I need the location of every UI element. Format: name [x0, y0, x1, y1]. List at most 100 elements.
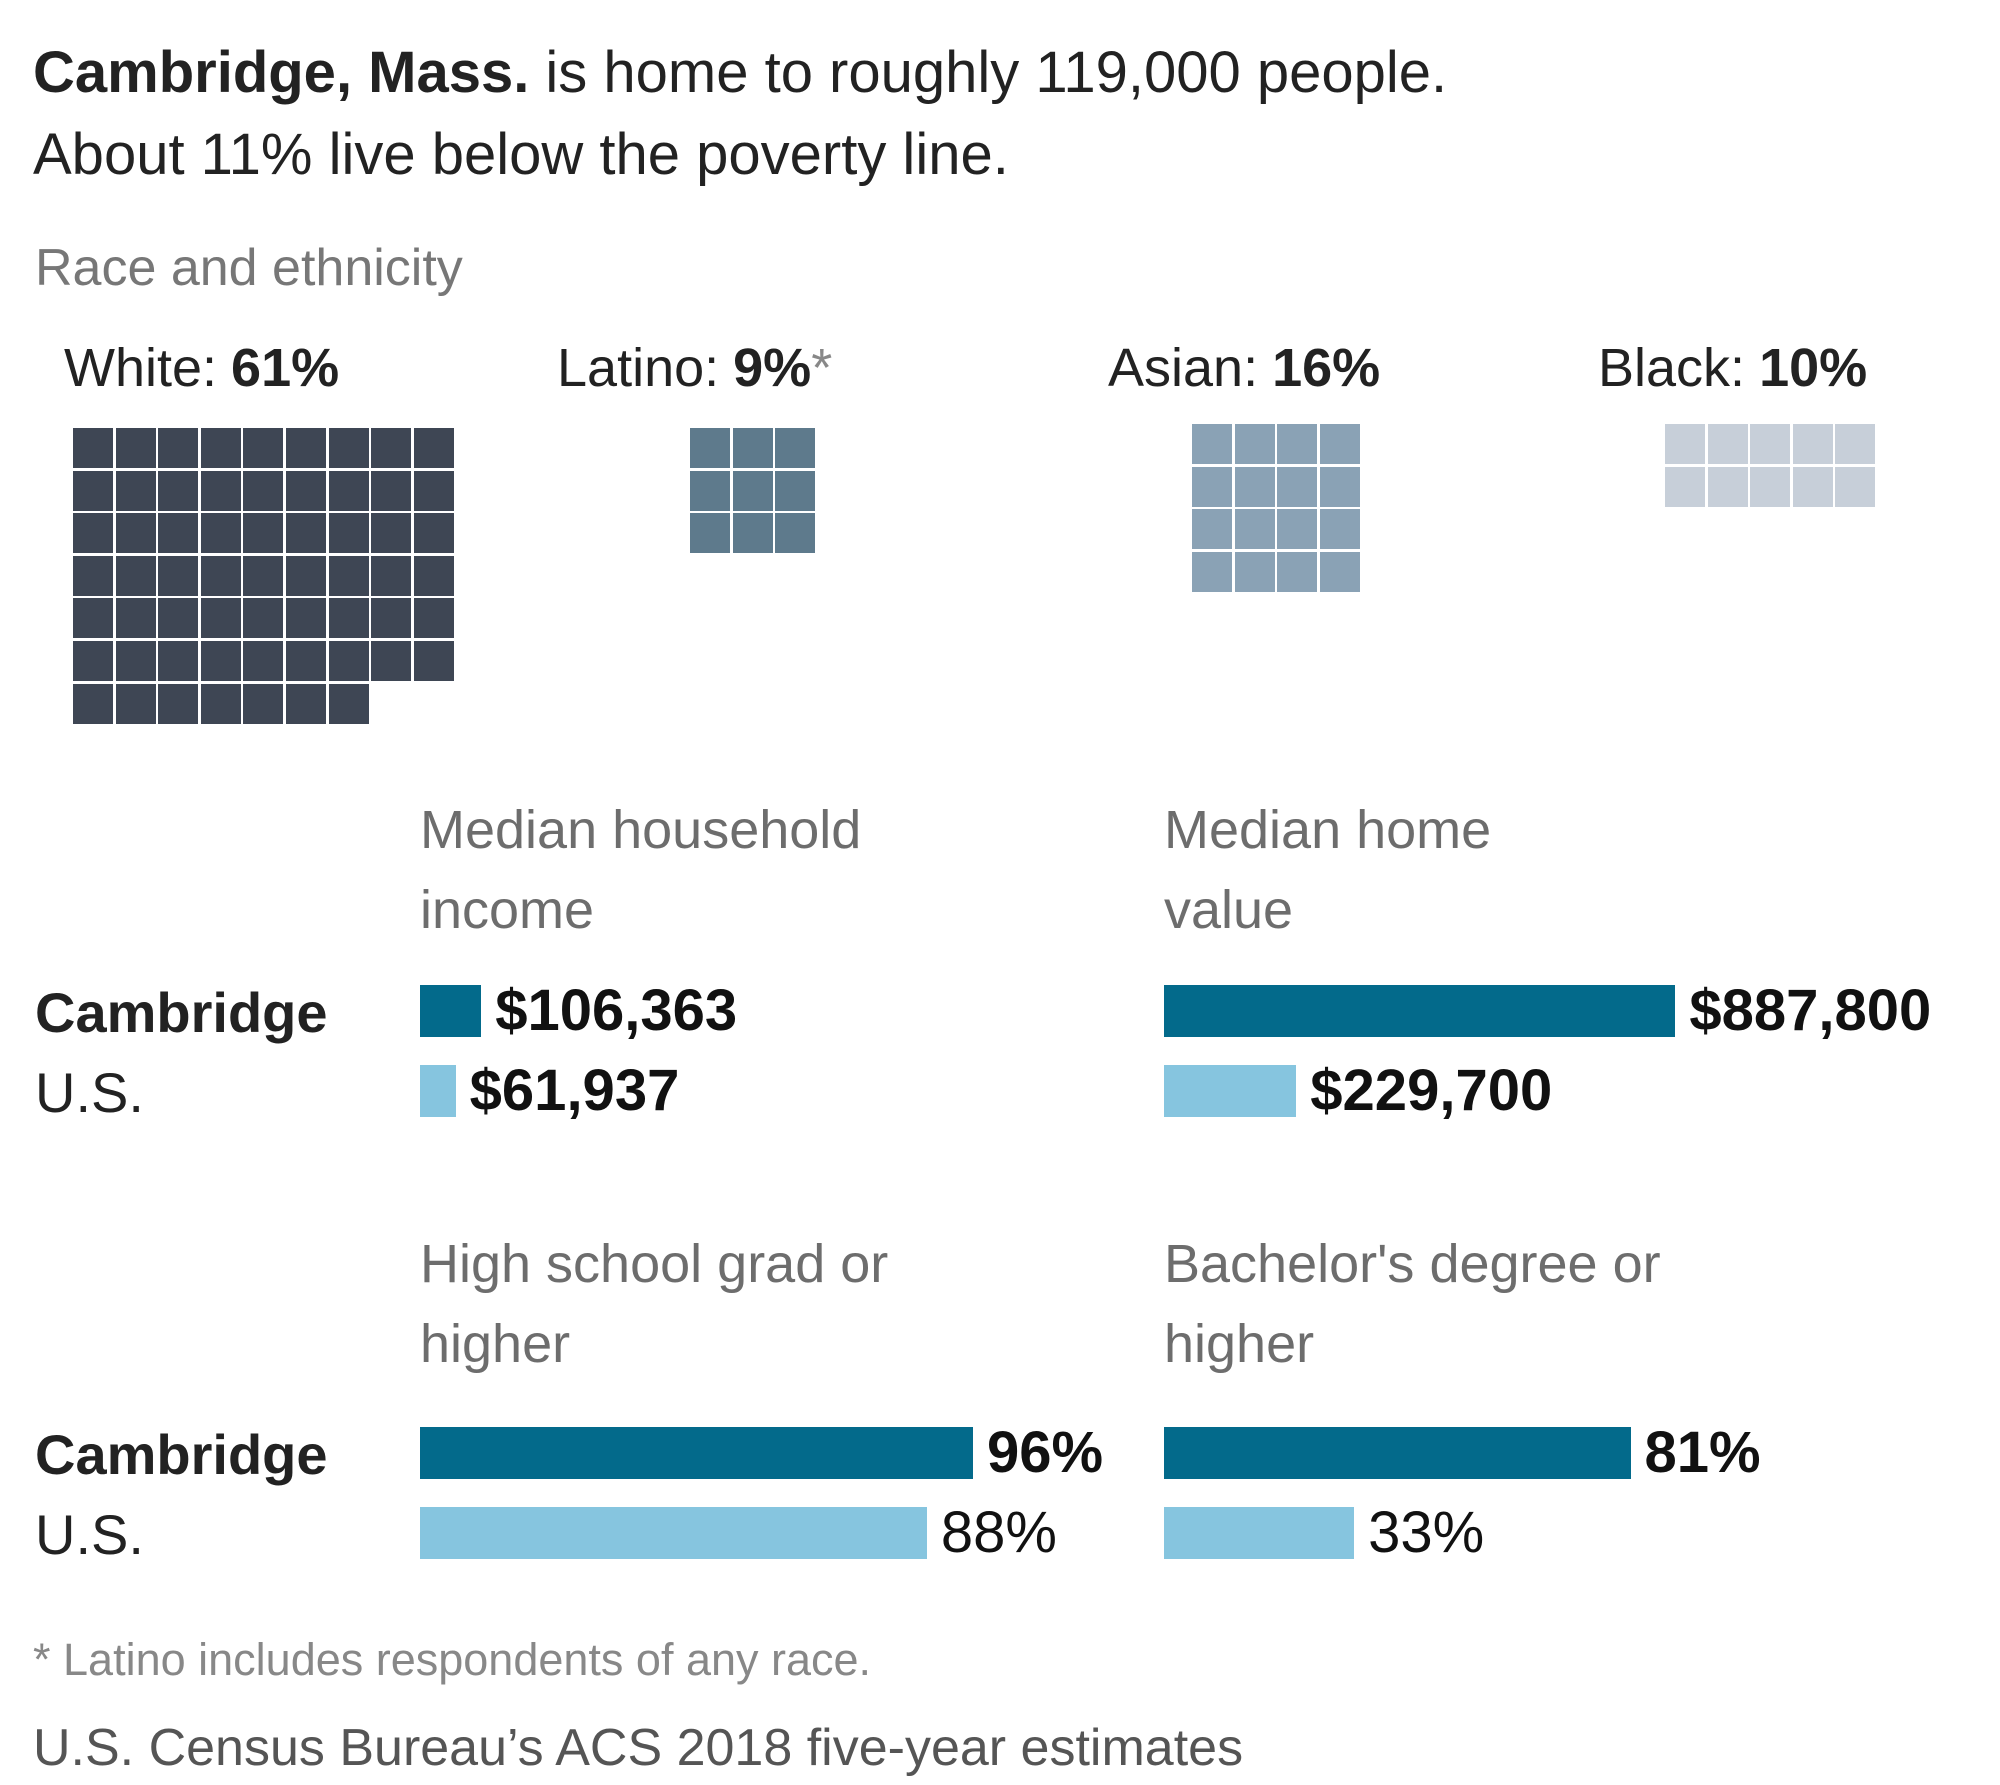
footnote-mark: *	[33, 1634, 51, 1685]
waffle-cell	[328, 470, 369, 511]
footnote-mark: *	[811, 338, 833, 398]
waffle-cell	[200, 683, 241, 724]
category: Black:	[1598, 338, 1746, 398]
waffle-cell	[115, 513, 156, 554]
waffle-cell	[690, 513, 730, 554]
value-label: 96%	[986, 1420, 1104, 1485]
category: Asian:	[1108, 338, 1259, 398]
bar	[420, 1507, 927, 1559]
value-label: 16%	[1272, 338, 1381, 398]
waffle-cell	[1319, 424, 1360, 464]
waffle-cell	[286, 683, 326, 724]
row-label: Cambridge	[35, 981, 328, 1044]
waffle-cell	[732, 513, 773, 554]
value-label: 10%	[1759, 338, 1868, 398]
bar	[1164, 1427, 1631, 1479]
waffle-cell	[115, 428, 156, 468]
waffle-cell	[413, 470, 454, 511]
waffle-cell	[73, 598, 113, 639]
waffle-label: Asian: 16%	[1108, 336, 1380, 400]
bar	[1164, 985, 1676, 1037]
waffle-cell	[1277, 509, 1318, 550]
bar-chart-title: High school grad or higher	[420, 1234, 889, 1374]
headline-line1: Cambridge, Mass. is home to roughly 119,0…	[33, 38, 1447, 108]
waffle-cell	[413, 641, 454, 681]
waffle-cell	[413, 598, 454, 639]
waffle-cell	[1750, 466, 1791, 507]
waffle-cell	[200, 641, 241, 681]
bar	[1164, 1507, 1355, 1559]
waffle-cell	[286, 555, 326, 596]
waffle-cell	[732, 470, 773, 511]
waffle-cell	[1234, 509, 1275, 550]
bar	[420, 985, 482, 1037]
value-label: $61,937	[469, 1058, 680, 1123]
bar-chart-title: Bachelor's degree or higher	[1164, 1234, 1661, 1374]
waffle-cell	[1792, 424, 1833, 464]
waffle-cell	[1319, 509, 1360, 550]
waffle-cell	[1665, 466, 1705, 507]
waffle-cell	[286, 513, 326, 554]
source: U.S. Census Bureau’s ACS 2018 five-year …	[33, 1719, 1244, 1777]
waffle-label: Black: 10%	[1598, 336, 1867, 400]
waffle-cell	[243, 555, 284, 596]
waffle-cell	[243, 470, 284, 511]
waffle-cell	[200, 513, 241, 554]
waffle-cell	[1319, 466, 1360, 507]
waffle-cell	[371, 470, 412, 511]
bar	[1164, 1065, 1297, 1117]
value-label: 9%	[733, 338, 812, 398]
waffle-cell	[371, 641, 412, 681]
waffle-cell	[158, 555, 199, 596]
waffle-cell	[115, 470, 156, 511]
waffle-cell	[115, 641, 156, 681]
waffle-cell	[1665, 424, 1705, 464]
waffle-cell	[413, 513, 454, 554]
waffle-cell	[1192, 509, 1232, 550]
footnote-text: Latino includes respondents of any race.	[63, 1634, 872, 1685]
headline-line2: About 11% live below the poverty line.	[33, 122, 1009, 187]
waffle-cell	[1277, 466, 1318, 507]
waffle-cell	[1750, 424, 1791, 464]
footnote: * Latino includes respondents of any rac…	[33, 1634, 871, 1686]
waffle-cell	[1234, 551, 1275, 592]
waffle-cell	[1192, 466, 1232, 507]
waffle-cell	[1707, 466, 1748, 507]
headline-bold: Cambridge, Mass.	[33, 40, 530, 105]
waffle-cell	[243, 641, 284, 681]
bar	[420, 1427, 973, 1479]
waffle-cell	[243, 683, 284, 724]
waffle-cell	[1835, 466, 1876, 507]
waffle-cell	[200, 470, 241, 511]
waffle-cell	[158, 598, 199, 639]
waffle-cell	[328, 683, 369, 724]
row-label: Cambridge	[35, 1423, 328, 1486]
waffle-cell	[1277, 424, 1318, 464]
waffle-cell	[690, 470, 730, 511]
waffle-cell	[328, 598, 369, 639]
waffle-cell	[158, 683, 199, 724]
value-label: $229,700	[1310, 1058, 1553, 1123]
waffle-cell	[243, 513, 284, 554]
waffle-cell	[200, 428, 241, 468]
bar-chart-title: Median household income	[420, 800, 862, 940]
category: White:	[64, 338, 218, 398]
waffle-cell	[371, 555, 412, 596]
waffle-cell	[690, 428, 730, 468]
waffle-cell	[158, 428, 199, 468]
waffle-cell	[1277, 551, 1318, 592]
waffle-cell	[775, 428, 816, 468]
waffle-cell	[115, 598, 156, 639]
category: Latino:	[557, 338, 720, 398]
waffle-cell	[200, 555, 241, 596]
waffle-cell	[200, 598, 241, 639]
waffle-cell	[1234, 424, 1275, 464]
waffle-cell	[115, 555, 156, 596]
waffle-label: White: 61%	[64, 336, 339, 400]
waffle-cell	[73, 470, 113, 511]
waffle-cell	[115, 683, 156, 724]
waffle-cell	[775, 513, 816, 554]
value-label: $106,363	[495, 978, 738, 1043]
waffle-cell	[1835, 424, 1876, 464]
